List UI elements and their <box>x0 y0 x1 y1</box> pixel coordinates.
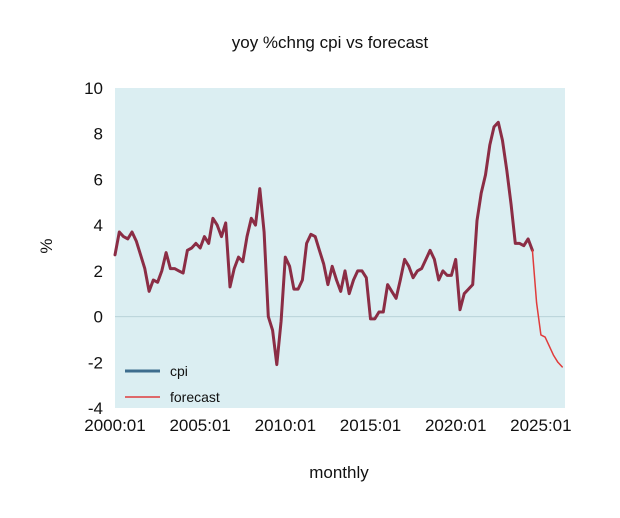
x-axis-label: monthly <box>309 463 369 482</box>
x-tick-label: 2015:01 <box>340 416 401 435</box>
x-tick-label: 2010:01 <box>255 416 316 435</box>
x-tick-label: 2025:01 <box>510 416 571 435</box>
y-tick-label: 6 <box>94 170 103 189</box>
chart-title: yoy %chng cpi vs forecast <box>232 33 429 52</box>
legend-label-forecast: forecast <box>170 389 220 405</box>
y-tick-label: 4 <box>94 216 103 235</box>
legend-label-cpi: cpi <box>170 363 188 379</box>
x-tick-label: 2005:01 <box>169 416 230 435</box>
y-tick-label: 8 <box>94 125 103 144</box>
y-tick-label: -2 <box>88 353 103 372</box>
y-axis-label: % <box>37 238 56 253</box>
x-tick-label: 2020:01 <box>425 416 486 435</box>
plot-area <box>115 88 565 408</box>
y-tick-label: -4 <box>88 399 103 418</box>
series-line-forecast <box>531 249 563 368</box>
y-tick-label: 10 <box>84 79 103 98</box>
y-tick-label: 0 <box>94 308 103 327</box>
x-tick-label: 2000:01 <box>84 416 145 435</box>
y-tick-label: 2 <box>94 262 103 281</box>
series-line-cpi <box>113 120 534 367</box>
legend: cpi forecast <box>125 363 220 405</box>
